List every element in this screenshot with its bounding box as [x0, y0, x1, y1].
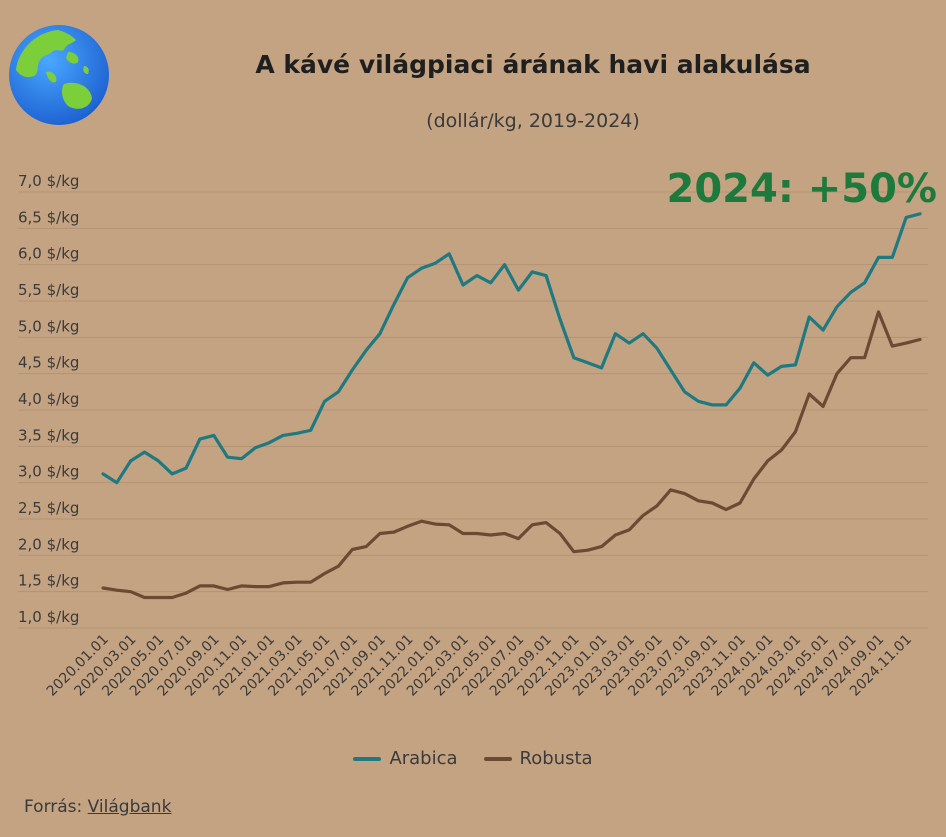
- series-lines: [101, 212, 922, 600]
- y-tick-label: 3,0 $/kg: [18, 463, 79, 481]
- source-note: Forrás: Világbank: [24, 797, 171, 817]
- legend-label-robusta: Robusta: [519, 748, 593, 769]
- y-tick-label: 6,0 $/kg: [18, 245, 79, 263]
- y-tick-label: 1,5 $/kg: [18, 572, 79, 590]
- y-tick-label: 6,5 $/kg: [18, 208, 79, 226]
- y-tick-label: 4,5 $/kg: [18, 354, 79, 372]
- annotation: 2024: +50%: [666, 166, 937, 212]
- legend-swatch-robusta: [483, 756, 512, 761]
- series-line-robusta: [101, 310, 922, 600]
- legend-item-arabica[interactable]: Arabica: [353, 748, 458, 769]
- y-tick-label: 3,5 $/kg: [18, 426, 79, 444]
- y-tick-label: 5,5 $/kg: [18, 281, 79, 299]
- y-tick-label: 2,5 $/kg: [18, 499, 79, 517]
- series-line-arabica: [101, 212, 922, 485]
- line-chart: 7,0 $/kg 6,5 $/kg 6,0 $/kg 5,5 $/kg 5,0 $/kg…: [18, 166, 937, 700]
- x-axis: 2020.01.012020.03.012020.05.012020.07.01…: [44, 632, 915, 700]
- globe-icon: [6, 22, 112, 128]
- annotation-label: 2024: +50%: [666, 166, 937, 212]
- chart-title: A kávé világpiaci árának havi alakulása: [255, 50, 811, 79]
- chart-subtitle: (dollár/kg, 2019-2024): [426, 110, 640, 132]
- legend-label-arabica: Arabica: [389, 748, 458, 769]
- y-tick-label: 2,0 $/kg: [18, 535, 79, 553]
- y-tick-label: 1,0 $/kg: [18, 608, 79, 626]
- y-axis: 7,0 $/kg 6,5 $/kg 6,0 $/kg 5,5 $/kg 5,0 $/kg…: [18, 172, 79, 626]
- legend-swatch-arabica: [353, 756, 382, 761]
- grid-lines: [18, 191, 928, 629]
- y-tick-label: 5,0 $/kg: [18, 317, 79, 335]
- legend-item-robusta[interactable]: Robusta: [483, 748, 593, 769]
- source-link[interactable]: Világbank: [87, 797, 172, 817]
- y-tick-label: 7,0 $/kg: [18, 172, 79, 190]
- legend: Arabica Robusta: [0, 748, 946, 769]
- source-label: Forrás:: [24, 797, 83, 817]
- y-tick-label: 4,0 $/kg: [18, 390, 79, 408]
